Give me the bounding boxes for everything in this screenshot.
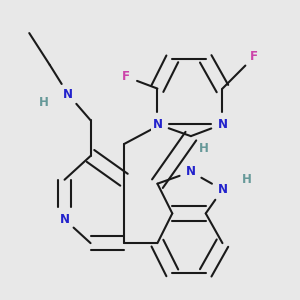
Text: F: F [250, 50, 258, 63]
Text: F: F [122, 70, 130, 83]
Text: H: H [199, 142, 209, 154]
Text: N: N [152, 118, 162, 131]
Text: N: N [63, 88, 73, 101]
Text: N: N [218, 183, 227, 196]
Text: H: H [39, 96, 49, 109]
Text: N: N [59, 213, 70, 226]
Text: N: N [186, 165, 196, 178]
Text: N: N [218, 118, 227, 131]
Text: H: H [242, 173, 251, 186]
